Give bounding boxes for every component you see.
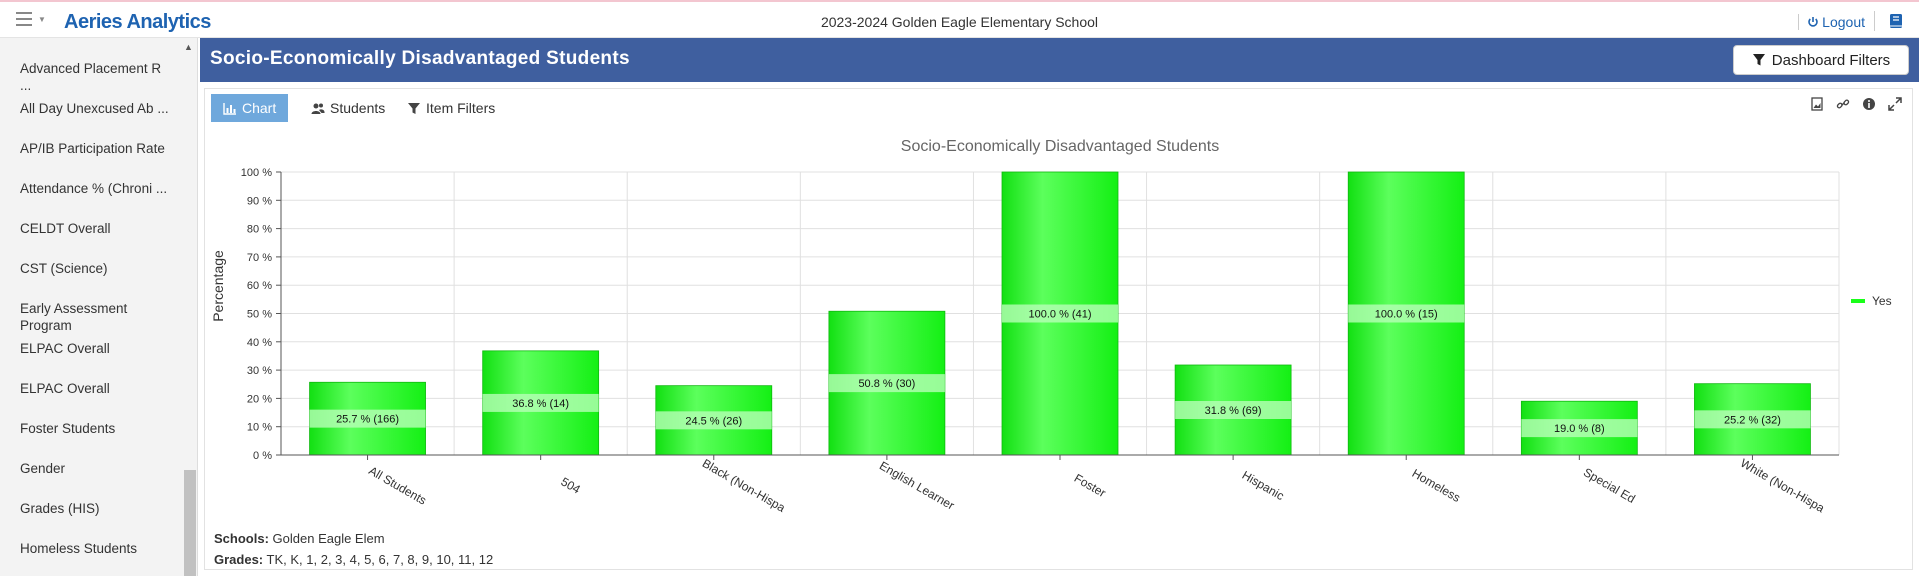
data-label: 36.8 % (14) <box>512 398 569 410</box>
book-icon[interactable] <box>1887 12 1905 30</box>
tab-label: Item Filters <box>426 100 496 116</box>
x-tick-label: Foster <box>1072 471 1108 500</box>
power-icon <box>1808 17 1818 27</box>
x-tick-label: Special Ed <box>1581 465 1638 506</box>
x-tick-label: Black (Non-Hispa <box>700 456 788 515</box>
school-title: 2023-2024 Golden Eagle Elementary School <box>820 14 1099 30</box>
data-label: 31.8 % (69) <box>1205 405 1262 417</box>
data-label: 100.0 % (15) <box>1375 309 1438 321</box>
page-header: Socio-Economically Disadvantaged Student… <box>200 38 1919 82</box>
tab-students[interactable]: Students <box>299 94 397 122</box>
sidebar-item[interactable]: ELPAC Overall <box>20 341 110 356</box>
divider <box>1874 11 1875 31</box>
grades-value: TK, K, 1, 2, 3, 4, 5, 6, 7, 8, 9, 10, 11… <box>266 552 494 567</box>
sidebar-item[interactable]: AP/IB Participation Rate <box>20 141 165 156</box>
data-label: 24.5 % (26) <box>685 415 742 427</box>
data-label: 25.7 % (166) <box>336 414 399 426</box>
users-icon <box>311 103 325 114</box>
grades-label: Grades: <box>214 552 264 567</box>
data-label-background <box>1521 419 1638 438</box>
sidebar-item[interactable]: Foster Students <box>20 421 116 436</box>
page-title: Socio-Economically Disadvantaged Student… <box>210 48 630 69</box>
dashboard-filters-button[interactable]: Dashboard Filters <box>1733 45 1909 75</box>
x-tick-label: Hispanic <box>1240 468 1287 503</box>
hamburger-icon <box>16 12 32 26</box>
bar-chart: Socio-Economically Disadvantaged Student… <box>210 138 1892 516</box>
y-tick-label: 90 % <box>247 195 272 207</box>
data-label-background <box>309 409 426 428</box>
brand-logo[interactable]: Aeries Analytics <box>64 11 211 33</box>
sidebar-scrollbar[interactable] <box>184 470 196 576</box>
x-tick-label: English Learner <box>877 458 957 512</box>
filter-icon <box>1752 54 1765 66</box>
y-tick-label: 10 % <box>247 422 272 434</box>
chart-title: Socio-Economically Disadvantaged Student… <box>901 138 1219 155</box>
y-tick-label: 0 % <box>253 450 272 462</box>
y-tick-label: 60 % <box>247 280 272 292</box>
info-icon[interactable] <box>1862 97 1876 111</box>
sidebar-item[interactable]: All Day Unexcused Ab ... <box>20 101 169 116</box>
tab-item-filters[interactable]: Item Filters <box>395 94 507 122</box>
sidebar[interactable]: ▲ Advanced Placement R ... All Day Unexc… <box>0 38 198 576</box>
x-tick-label: Homeless <box>1410 466 1463 505</box>
filter-icon <box>408 102 420 114</box>
data-label-background <box>1348 304 1465 323</box>
sidebar-item[interactable]: CELDT Overall <box>20 221 111 236</box>
data-label: 19.0 % (8) <box>1554 423 1605 435</box>
y-tick-label: 30 % <box>247 365 272 377</box>
data-label: 100.0 % (41) <box>1029 309 1092 321</box>
dashboard-filters-label: Dashboard Filters <box>1771 51 1891 69</box>
scroll-up-arrow-icon[interactable]: ▲ <box>184 42 193 52</box>
y-tick-label: 80 % <box>247 224 272 236</box>
logout-link[interactable]: Logout <box>1798 14 1865 30</box>
top-bar: ▼ Aeries Analytics 2023-2024 Golden Eagl… <box>0 2 1919 38</box>
top-accent-line <box>0 0 1919 2</box>
legend-label-yes: Yes <box>1872 294 1892 308</box>
x-tick-label: All Students <box>366 463 428 507</box>
grades-summary: Grades: TK, K, 1, 2, 3, 4, 5, 6, 7, 8, 9… <box>214 552 493 567</box>
bar-chart-icon <box>223 102 236 115</box>
data-label-background <box>1694 410 1811 429</box>
logout-label: Logout <box>1822 14 1865 30</box>
y-tick-label: 40 % <box>247 337 272 349</box>
x-tick-label: 504 <box>558 474 583 496</box>
chart-legend[interactable]: Yes <box>1851 294 1892 308</box>
sidebar-item[interactable]: Grades (HIS) <box>20 501 100 516</box>
sidebar-item[interactable]: Gender <box>20 461 66 476</box>
x-tick-label: White (Non-Hispa <box>1738 456 1827 516</box>
data-label-background <box>1175 401 1292 420</box>
tab-label: Chart <box>242 100 277 116</box>
sidebar-item[interactable]: Attendance % (Chroni ... <box>20 181 168 196</box>
link-icon[interactable] <box>1836 97 1850 111</box>
data-label-background <box>828 374 945 393</box>
sidebar-item[interactable]: CST (Science) <box>20 261 108 276</box>
chart-bars: 25.7 % (166) 36.8 % (14) 24.5 % (26) 50.8 %… <box>309 171 1811 456</box>
caret-down-icon: ▼ <box>38 15 46 24</box>
y-tick-label: 50 % <box>247 309 272 321</box>
sidebar-item[interactable]: Homeless Students <box>20 541 138 556</box>
schools-summary: Schools: Golden Eagle Elem <box>214 531 385 546</box>
y-tick-label: 70 % <box>247 252 272 264</box>
tab-chart[interactable]: Chart <box>211 94 289 122</box>
sidebar-item[interactable]: Advanced Placement R ... <box>20 61 162 93</box>
menu-button[interactable]: ▼ <box>16 12 50 30</box>
sidebar-item[interactable]: ELPAC Overall <box>20 381 110 396</box>
y-tick-label: 100 % <box>241 167 272 179</box>
schools-value: Golden Eagle Elem <box>272 531 385 546</box>
data-label: 50.8 % (30) <box>858 378 915 390</box>
y-tick-label: 20 % <box>247 393 272 405</box>
chart-panel: Chart Students Item Filters Socio-Econom… <box>204 88 1913 570</box>
data-label-background <box>482 393 599 412</box>
tab-label: Students <box>330 100 386 116</box>
data-label-background <box>655 411 772 430</box>
data-label-background <box>1002 304 1118 323</box>
legend-swatch-yes <box>1851 299 1865 303</box>
sidebar-item[interactable]: Early Assessment Program <box>20 301 128 333</box>
chart-tools <box>1810 97 1902 111</box>
expand-icon[interactable] <box>1888 97 1902 111</box>
schools-label: Schools: <box>214 531 269 546</box>
image-export-icon[interactable] <box>1810 97 1824 111</box>
y-axis-label: Percentage <box>210 250 226 322</box>
data-label: 25.2 % (32) <box>1724 414 1781 426</box>
